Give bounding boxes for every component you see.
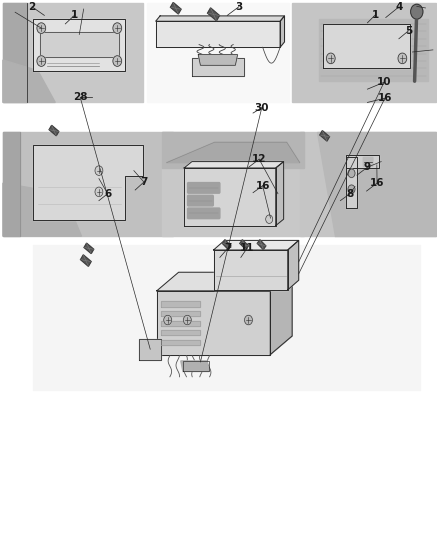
- Polygon shape: [33, 145, 143, 220]
- Polygon shape: [184, 168, 276, 225]
- Text: 16: 16: [378, 93, 392, 103]
- Polygon shape: [346, 155, 379, 168]
- Text: 5: 5: [405, 26, 412, 36]
- Circle shape: [37, 56, 46, 66]
- Text: 7: 7: [224, 244, 231, 253]
- Polygon shape: [223, 240, 231, 249]
- Circle shape: [398, 53, 407, 63]
- Polygon shape: [161, 330, 201, 335]
- Polygon shape: [157, 336, 292, 354]
- Text: 9: 9: [364, 162, 371, 172]
- Text: 2: 2: [28, 2, 36, 12]
- Polygon shape: [147, 3, 289, 102]
- Polygon shape: [320, 131, 329, 141]
- Polygon shape: [40, 32, 119, 58]
- Text: 3: 3: [235, 2, 242, 12]
- Polygon shape: [214, 240, 299, 250]
- Text: 6: 6: [104, 189, 111, 199]
- Circle shape: [113, 56, 122, 66]
- Polygon shape: [161, 340, 201, 345]
- Polygon shape: [33, 245, 420, 390]
- Polygon shape: [139, 338, 161, 360]
- Circle shape: [95, 187, 103, 197]
- Polygon shape: [3, 3, 143, 102]
- Polygon shape: [49, 125, 59, 136]
- Polygon shape: [162, 132, 304, 168]
- Text: 12: 12: [252, 154, 266, 164]
- Circle shape: [184, 315, 191, 325]
- Polygon shape: [33, 19, 125, 70]
- Circle shape: [266, 215, 273, 223]
- FancyBboxPatch shape: [187, 208, 220, 219]
- Circle shape: [113, 23, 122, 34]
- Text: 1: 1: [372, 10, 379, 20]
- Polygon shape: [240, 240, 248, 249]
- Text: 1: 1: [71, 10, 78, 20]
- Polygon shape: [288, 240, 299, 290]
- Circle shape: [37, 23, 46, 34]
- FancyBboxPatch shape: [187, 195, 213, 206]
- Polygon shape: [155, 16, 285, 21]
- Circle shape: [244, 315, 252, 325]
- Circle shape: [326, 53, 335, 63]
- Polygon shape: [155, 21, 280, 47]
- Text: 30: 30: [254, 103, 269, 113]
- Circle shape: [348, 185, 355, 193]
- Text: 4: 4: [395, 2, 403, 12]
- Polygon shape: [318, 19, 427, 81]
- Circle shape: [95, 166, 103, 175]
- Text: 8: 8: [346, 189, 353, 199]
- Text: 10: 10: [377, 77, 391, 87]
- Polygon shape: [170, 3, 181, 14]
- FancyBboxPatch shape: [187, 183, 220, 193]
- Polygon shape: [270, 272, 292, 354]
- Polygon shape: [162, 132, 304, 236]
- Polygon shape: [280, 16, 285, 47]
- Polygon shape: [3, 60, 55, 102]
- Polygon shape: [198, 55, 237, 65]
- Polygon shape: [346, 157, 357, 208]
- Polygon shape: [157, 291, 270, 354]
- Polygon shape: [300, 132, 436, 236]
- Text: 16: 16: [255, 181, 270, 191]
- Polygon shape: [257, 240, 266, 249]
- FancyBboxPatch shape: [363, 157, 373, 166]
- Polygon shape: [184, 161, 284, 168]
- Polygon shape: [84, 243, 94, 254]
- Text: 11: 11: [240, 244, 254, 253]
- Circle shape: [348, 169, 355, 177]
- Polygon shape: [161, 311, 201, 316]
- Polygon shape: [192, 58, 244, 76]
- Text: 16: 16: [370, 178, 384, 188]
- Polygon shape: [3, 132, 173, 236]
- Polygon shape: [214, 250, 288, 290]
- Text: 7: 7: [140, 177, 148, 187]
- Polygon shape: [3, 183, 81, 236]
- Polygon shape: [161, 302, 201, 307]
- Polygon shape: [166, 142, 300, 163]
- Polygon shape: [157, 272, 292, 291]
- Circle shape: [411, 4, 423, 19]
- Polygon shape: [292, 3, 436, 102]
- Text: 28: 28: [73, 92, 88, 102]
- Polygon shape: [3, 132, 20, 236]
- Polygon shape: [81, 255, 91, 266]
- Polygon shape: [317, 132, 436, 236]
- Polygon shape: [181, 361, 209, 372]
- Polygon shape: [323, 24, 410, 68]
- Circle shape: [164, 315, 172, 325]
- Polygon shape: [3, 3, 27, 102]
- Polygon shape: [208, 8, 219, 21]
- Polygon shape: [276, 161, 284, 225]
- Polygon shape: [161, 320, 201, 326]
